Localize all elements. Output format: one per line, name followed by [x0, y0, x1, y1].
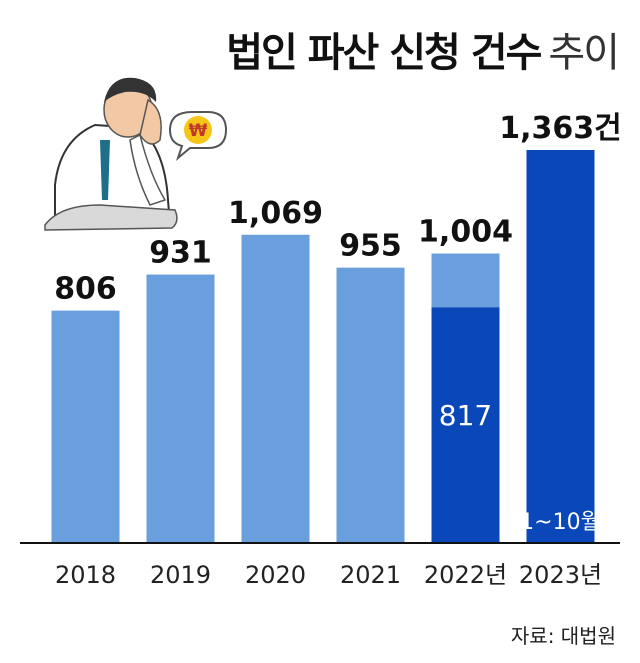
bar-2018 — [51, 310, 120, 543]
bar-2023년 — [526, 150, 595, 543]
title-main: 법인 파산 신청 건수 — [226, 30, 542, 76]
value-label-2020: 1,069 — [228, 196, 323, 231]
x-tick-label-2018: 2018 — [55, 561, 116, 589]
x-tick-label-2022년: 2022년 — [424, 561, 507, 589]
value-label-2022년: 1,004 — [418, 215, 513, 250]
won-speech-bubble-icon: ₩ — [168, 111, 228, 162]
stressed-businessman-icon — [44, 77, 178, 231]
overlay-bar-2022년 — [431, 307, 500, 543]
annotation-label: 1~10월 — [520, 510, 601, 535]
value-labels-group: 806 931 1,069 955 817 1,004 1~10월 1,363건 — [54, 111, 622, 535]
x-tick-label-2023년: 2023년 — [519, 561, 602, 589]
title-suffix: 추이 — [548, 30, 620, 76]
won-symbol: ₩ — [189, 121, 208, 141]
value-label-2023년: 1,363건 — [499, 111, 622, 146]
bar-2020 — [241, 234, 310, 543]
bars-group — [51, 150, 595, 544]
overlay-value-label: 817 — [439, 399, 492, 432]
value-label-2019: 931 — [149, 236, 212, 271]
x-tick-label-2020: 2020 — [245, 561, 306, 589]
chart-title: 법인 파산 신청 건수 추이 — [226, 20, 620, 78]
source-note: 자료: 대법원 — [510, 624, 616, 648]
x-tick-label-2019: 2019 — [150, 561, 211, 589]
bar-2019 — [146, 274, 215, 543]
bar-2021 — [336, 267, 405, 543]
value-label-2018: 806 — [54, 272, 117, 307]
value-label-2021: 955 — [339, 229, 402, 264]
x-tick-label-2021: 2021 — [340, 561, 401, 589]
x-axis-labels: 2018 2019 2020 2021 2022년 2023년 — [55, 561, 602, 589]
